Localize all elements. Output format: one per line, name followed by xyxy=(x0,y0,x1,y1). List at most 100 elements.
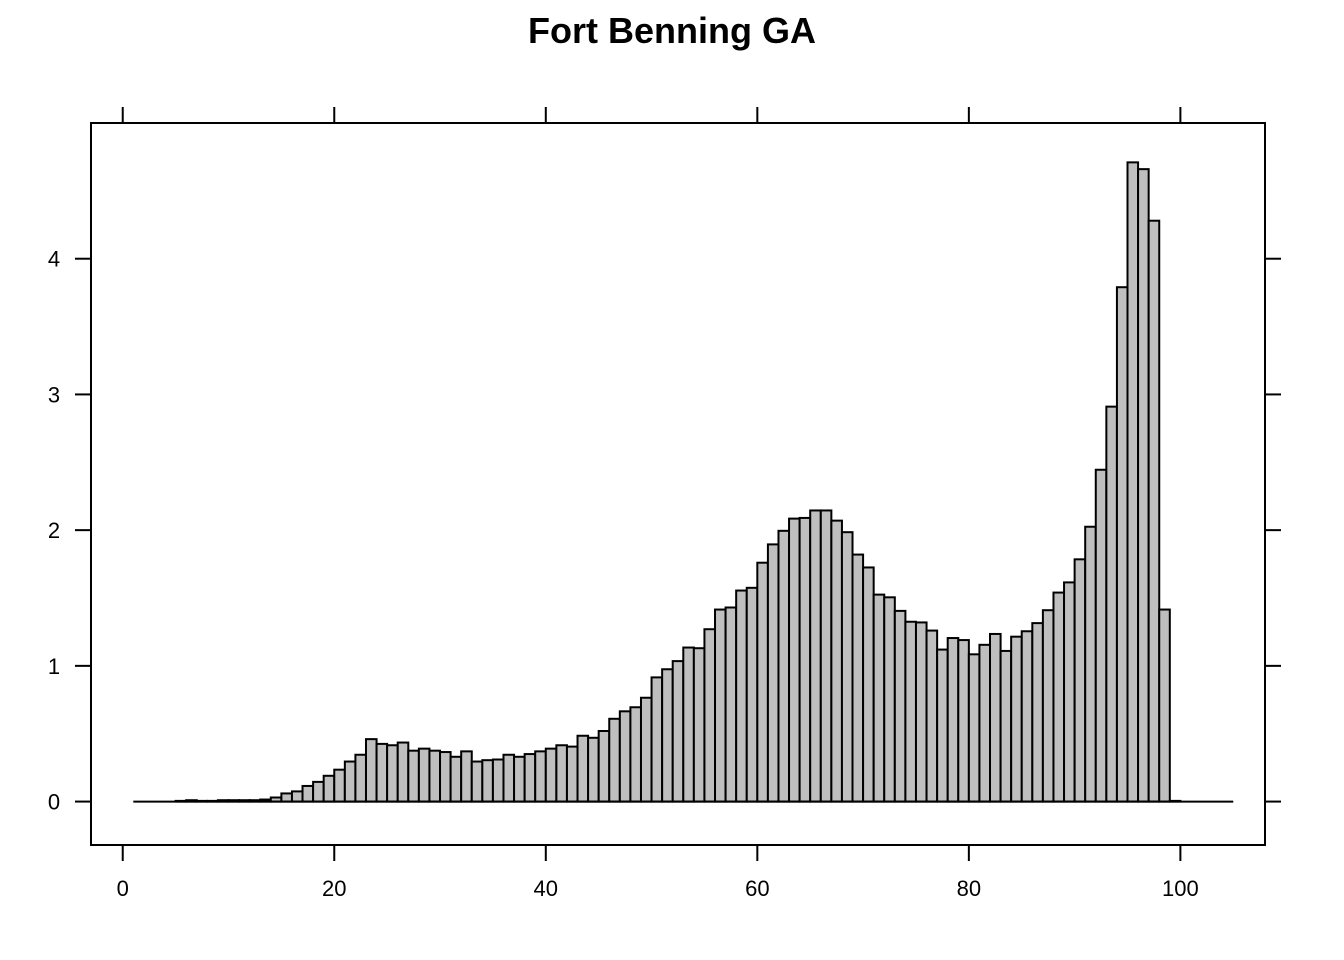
histogram-bar xyxy=(788,517,801,803)
histogram-bar xyxy=(1073,558,1087,803)
histogram-bar xyxy=(999,649,1013,803)
histogram-bar xyxy=(978,643,992,803)
histogram-bar xyxy=(1147,219,1161,803)
x-tick-label: 40 xyxy=(534,876,558,901)
histogram-bar xyxy=(862,566,875,803)
histogram-bar xyxy=(1041,609,1055,803)
histogram-bar xyxy=(989,632,1002,803)
histogram-bar xyxy=(513,755,526,803)
histogram-bar xyxy=(1031,622,1044,803)
histogram-bar xyxy=(565,745,579,803)
plot-frame xyxy=(90,122,1266,846)
histogram-bar xyxy=(766,543,780,803)
histogram-bar xyxy=(957,639,970,803)
histogram-bar xyxy=(576,734,590,803)
histogram-bar xyxy=(1126,161,1140,803)
x-axis: 0 20 40 60 80 100 xyxy=(117,107,1199,901)
histogram-bar xyxy=(354,753,367,803)
histogram-bar xyxy=(1084,525,1097,803)
histogram-bar xyxy=(481,759,494,803)
histogram-bar xyxy=(946,637,960,803)
histogram-bar xyxy=(439,751,452,803)
histogram-bar xyxy=(914,621,928,803)
histogram-bar xyxy=(608,717,621,803)
histogram-bar xyxy=(851,553,865,803)
histogram-bar xyxy=(343,760,357,803)
histogram-bar xyxy=(428,749,442,803)
histogram-bar xyxy=(460,750,473,803)
histogram-bar xyxy=(280,792,293,803)
histogram-bar xyxy=(671,660,685,803)
histogram-bar xyxy=(1137,168,1150,803)
histogram-bar xyxy=(724,606,738,803)
histogram-bar xyxy=(756,561,769,803)
histogram-bar xyxy=(322,774,336,803)
histogram-bar xyxy=(618,710,632,803)
histogram-bar xyxy=(1115,286,1129,803)
x-tick-label: 100 xyxy=(1162,876,1199,901)
histogram-bar xyxy=(692,647,706,803)
histogram-bar xyxy=(407,749,420,803)
histogram-bar xyxy=(534,750,547,803)
histogram-bar xyxy=(639,696,653,803)
histogram-bar xyxy=(1158,608,1171,803)
histogram-bar xyxy=(396,741,410,803)
histogram-bar xyxy=(904,620,917,803)
histogram-bar xyxy=(417,747,431,803)
histogram-bar xyxy=(364,738,378,803)
histogram-bar xyxy=(830,519,843,803)
y-tick-label: 4 xyxy=(48,247,60,272)
histogram-bar xyxy=(470,760,484,803)
histogram-bar xyxy=(967,653,981,803)
histogram-bar xyxy=(872,593,886,803)
histogram-bar xyxy=(1010,635,1023,803)
histogram-bar xyxy=(544,747,558,803)
y-tick-label: 1 xyxy=(48,654,60,679)
histogram-bar xyxy=(809,509,822,803)
histogram-bar xyxy=(925,629,939,803)
histogram-bar xyxy=(523,753,537,803)
histogram-bar xyxy=(798,516,812,803)
histogram-bar xyxy=(375,742,389,803)
x-tick-label: 80 xyxy=(957,876,981,901)
histogram-bar xyxy=(714,608,727,803)
y-tick-label: 0 xyxy=(48,790,60,815)
histogram-bar xyxy=(650,676,664,803)
x-tick-label: 60 xyxy=(745,876,769,901)
histogram-bar xyxy=(333,768,346,803)
histogram-bar xyxy=(703,628,717,803)
histogram-bar xyxy=(883,596,896,803)
histogram-bar xyxy=(745,586,759,803)
histogram-bar xyxy=(386,744,399,803)
x-tick-label: 20 xyxy=(322,876,346,901)
histogram-bar xyxy=(449,755,463,803)
histogram-bar xyxy=(290,790,304,803)
histogram-bar xyxy=(597,730,611,803)
histogram-bar xyxy=(936,648,949,803)
histogram-bar xyxy=(893,609,907,803)
histogram-bar xyxy=(312,780,325,803)
histogram-bar xyxy=(629,706,642,803)
y-tick-label: 3 xyxy=(48,382,60,407)
histogram-bar xyxy=(1063,581,1076,803)
histogram-bar xyxy=(587,736,600,803)
histogram-bar xyxy=(1094,468,1108,803)
histogram-bar xyxy=(840,531,854,803)
y-tick-label: 2 xyxy=(48,518,60,543)
histogram-bar xyxy=(682,646,695,803)
x-tick-label: 0 xyxy=(117,876,129,901)
histogram-bar xyxy=(502,753,516,803)
histogram-bar xyxy=(1052,591,1066,803)
histogram-bar xyxy=(1020,630,1034,803)
histogram-bar xyxy=(777,529,791,803)
histogram-bar xyxy=(1105,405,1118,803)
histogram-bar xyxy=(819,509,833,803)
histogram-bar xyxy=(555,744,568,803)
histogram-bar xyxy=(661,668,674,803)
bars-layer xyxy=(174,161,1182,803)
histogram-bar xyxy=(491,758,505,803)
histogram-bar xyxy=(735,589,748,803)
chart-title: Fort Benning GA xyxy=(528,10,816,51)
histogram-bar xyxy=(301,784,315,803)
